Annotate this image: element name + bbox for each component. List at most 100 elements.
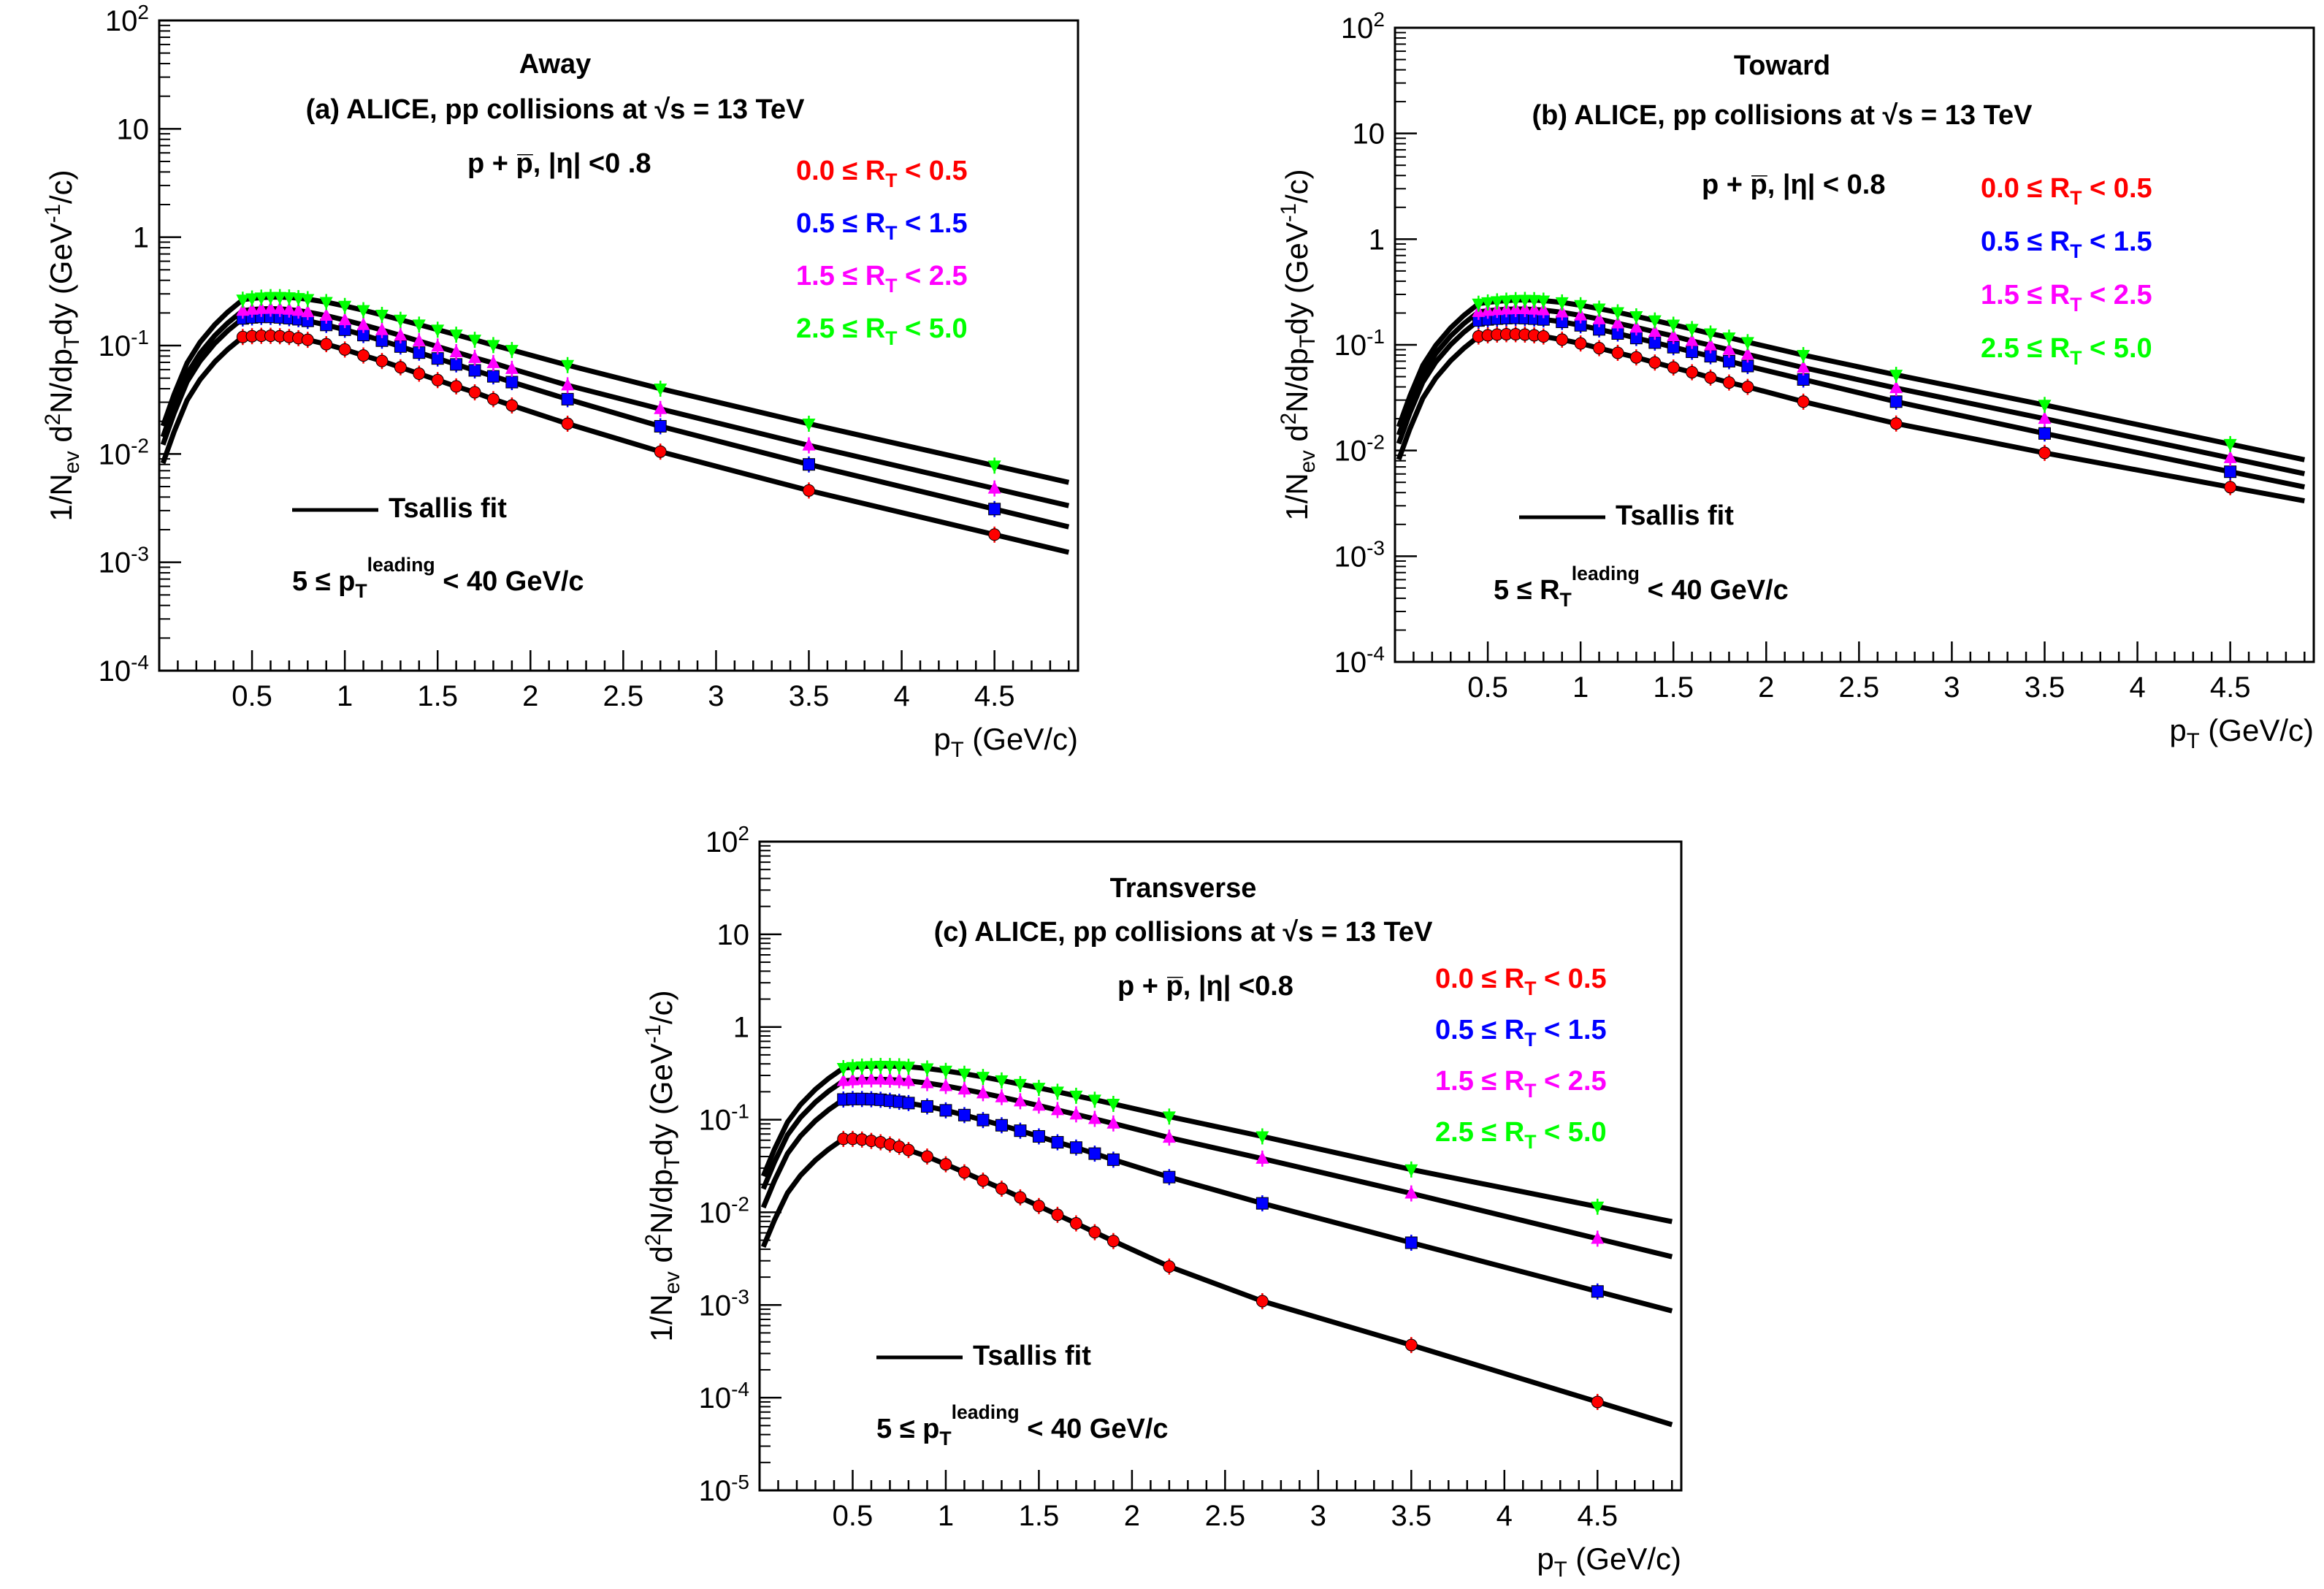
data-point (883, 1061, 897, 1074)
data-point (957, 1108, 971, 1121)
data-point (1050, 1086, 1064, 1100)
legend-entry: 2.5 ≤ RT < 5.0 (1981, 333, 2152, 369)
data-point (939, 1065, 952, 1078)
data-point (864, 1072, 878, 1085)
data-point (450, 380, 463, 393)
x-tick-label: 0.5 (833, 1500, 874, 1532)
condition-label: 5 ≤ pTleading < 40 GeV/c (292, 554, 584, 602)
data-point (995, 1075, 1009, 1088)
data-point (1088, 1147, 1101, 1160)
data-point (1592, 311, 1606, 324)
legend-entry: 2.5 ≤ RT < 5.0 (796, 313, 968, 349)
data-point (1255, 1131, 1269, 1144)
data-point (1555, 297, 1569, 310)
data-point (1069, 1090, 1083, 1103)
data-point (1629, 320, 1643, 333)
data-point (1740, 337, 1754, 350)
data-point (1106, 1235, 1120, 1248)
data-point (2224, 465, 2237, 479)
y-tick-label: 102 (1341, 8, 1385, 45)
data-point (2223, 438, 2237, 451)
y-axis-title: 1/Nev d2N/dpTdy (GeV-1/c) (1277, 169, 1320, 520)
chart-panel-b: 0.5 1 1.5 2 2.5 3 3.5 4 4.5 102 10 1 10-1 10-2 10-3 10-… (1277, 8, 2315, 753)
data-point (1499, 295, 1513, 308)
data-point (449, 329, 463, 343)
data-point (1648, 315, 1662, 328)
data-point (864, 1061, 878, 1074)
data-point (1574, 337, 1587, 350)
y-tick-label: 10-3 (1334, 536, 1385, 573)
data-point (1032, 1200, 1045, 1213)
tsallis-fit-curve (760, 1096, 1673, 1314)
data-point (282, 302, 296, 315)
data-point (1481, 297, 1495, 310)
data-point (1527, 294, 1541, 308)
y-tick-label: 10 (717, 919, 750, 951)
x-tick-label: 1 (337, 680, 353, 712)
x-tick-label: 1.5 (417, 680, 458, 712)
x-tick-label: 2.5 (1205, 1500, 1246, 1532)
tsallis-fit-curve (760, 1136, 1673, 1428)
data-point (486, 340, 500, 353)
data-point (1648, 356, 1662, 369)
data-point (1593, 342, 1606, 355)
data-point (561, 417, 574, 430)
tsallis-fit-curve (160, 294, 1070, 485)
legend-entry: 0.5 ≤ RT < 1.5 (1435, 1015, 1607, 1051)
data-point (394, 328, 408, 341)
tsallis-fit-curve (760, 1063, 1673, 1224)
x-axis-title: pT (GeV/c) (933, 722, 1078, 762)
legend-entry: 0.5 ≤ RT < 1.5 (796, 208, 968, 244)
data-point (995, 1119, 1008, 1132)
plot-frame (758, 840, 1683, 1492)
data-point (1537, 330, 1550, 343)
data-point (1255, 1151, 1269, 1164)
data-point (846, 1062, 860, 1075)
chart-panel-c: 0.5 1 1.5 2 2.5 3 3.5 4 4.5 102 10 1 10-1 10-2 10-3 10-… (641, 822, 1683, 1582)
y-tick-label: 10-1 (699, 1100, 749, 1137)
x-tick-label: 3 (1310, 1500, 1326, 1532)
y-tick-label: 10-2 (699, 1192, 749, 1229)
x-tick-label: 1.5 (1019, 1500, 1060, 1532)
data-point (654, 419, 667, 433)
data-point (1163, 1260, 1176, 1273)
panel-subtitle: (c) ALICE, pp collisions at √s = 13 TeV (934, 917, 1434, 948)
data-point (375, 322, 389, 335)
data-point (874, 1061, 887, 1074)
data-point (1051, 1136, 1064, 1149)
data-point (1472, 298, 1486, 311)
data-point (1518, 302, 1532, 315)
data-point (431, 324, 445, 338)
data-point (1069, 1141, 1082, 1154)
condition-label: 5 ≤ RTleading < 40 GeV/c (1494, 563, 1789, 611)
data-point (957, 1082, 971, 1095)
legend-entry: 1.5 ≤ RT < 2.5 (1981, 280, 2152, 316)
data-point (486, 392, 500, 405)
data-point (1797, 350, 1811, 363)
data-point (855, 1061, 869, 1074)
x-tick-label: 3.5 (2025, 671, 2065, 704)
x-tick-label: 2 (1758, 671, 1774, 704)
legend-entry: 1.5 ≤ RT < 2.5 (796, 261, 968, 297)
data-point (1667, 319, 1681, 332)
data-point (901, 1073, 915, 1086)
y-tick-label: 10-3 (699, 1285, 749, 1322)
y-tick-label: 10-4 (1334, 642, 1385, 679)
data-point (1556, 333, 1569, 346)
data-point (431, 339, 445, 352)
data-point (976, 1113, 990, 1127)
legend-entry: 2.5 ≤ RT < 5.0 (1435, 1117, 1607, 1153)
tsallis-fit-curve (1396, 306, 2306, 476)
fit-legend-label: Tsallis fit (1616, 500, 1734, 531)
data-point (1704, 371, 1717, 384)
tsallis-fit-curve (1396, 297, 2306, 462)
data-point (1404, 1164, 1418, 1177)
data-point (273, 301, 287, 314)
y-tick-label: 10-5 (699, 1471, 749, 1507)
data-point (802, 458, 815, 471)
data-point (1162, 1111, 1176, 1124)
y-tick-label: 10-4 (699, 1378, 749, 1414)
data-point (1591, 1201, 1605, 1214)
panel-title: Toward (1734, 50, 1830, 81)
data-point (450, 358, 463, 371)
